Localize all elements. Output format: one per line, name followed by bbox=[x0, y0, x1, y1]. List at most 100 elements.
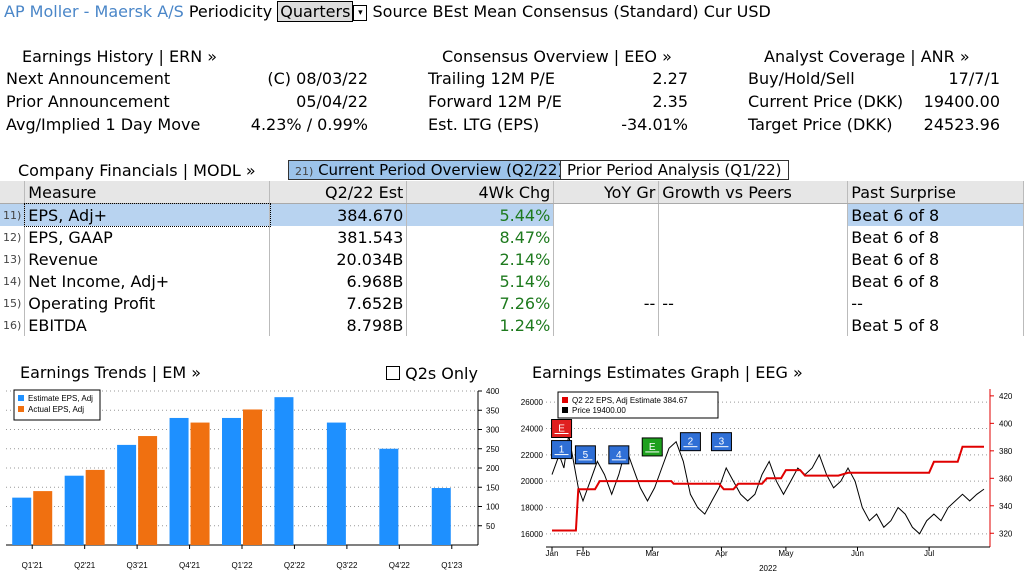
eh-value-1: 05/04/22 bbox=[296, 92, 368, 111]
y-left-tick-label: 24000 bbox=[521, 425, 544, 434]
eh-label-2: Avg/Implied 1 Day Move bbox=[6, 115, 201, 134]
price-line bbox=[551, 435, 985, 535]
bar-estimate bbox=[222, 417, 241, 545]
row-surprise: Beat 6 of 8 bbox=[847, 248, 1024, 270]
table-row[interactable]: 12) EPS, GAAP 381.543 8.47% Beat 6 of 8 bbox=[0, 226, 1024, 248]
event-marker-label: 3 bbox=[719, 437, 725, 448]
estimates-title[interactable]: Earnings Estimates Graph | EEG » bbox=[532, 363, 803, 382]
y-tick-label: 100 bbox=[486, 503, 500, 512]
row-yoy bbox=[553, 226, 660, 248]
row-est: 8.798B bbox=[269, 314, 408, 336]
trends-title[interactable]: Earnings Trends | EM » bbox=[20, 363, 201, 382]
col-measure[interactable]: Measure bbox=[24, 181, 271, 204]
row-est: 384.670 bbox=[269, 203, 408, 226]
company-name[interactable]: AP Moller - Maersk A/S bbox=[4, 2, 184, 21]
y-tick-label: 400 bbox=[486, 387, 500, 396]
col-num bbox=[0, 181, 26, 204]
y-tick-label: 150 bbox=[486, 483, 500, 492]
row-measure[interactable]: EPS, Adj+ bbox=[23, 202, 271, 227]
dropdown-arrow-icon[interactable]: ▾ bbox=[353, 4, 368, 21]
event-marker-label: E bbox=[558, 424, 565, 435]
tab-current-period[interactable]: 21) Current Period Overview (Q2/22) bbox=[288, 160, 571, 180]
earnings-history-title[interactable]: Earnings History | ERN » bbox=[22, 47, 218, 66]
tab-prior-period[interactable]: Prior Period Analysis (Q1/22) bbox=[560, 160, 789, 180]
bar-actual bbox=[243, 409, 262, 545]
x-tick-label: Jun bbox=[851, 549, 864, 558]
y-right-tick-label: 360 bbox=[999, 474, 1013, 483]
bar-actual bbox=[33, 491, 53, 545]
row-peers bbox=[658, 203, 849, 226]
financials-title[interactable]: Company Financials | MODL » bbox=[18, 161, 256, 180]
row-peers bbox=[658, 270, 849, 292]
consensus-title[interactable]: Consensus Overview | EEO » bbox=[442, 47, 672, 66]
table-row[interactable]: 15) Operating Profit 7.652B 7.26% -- -- … bbox=[0, 292, 1024, 314]
q2s-only-checkbox[interactable]: Q2s Only bbox=[386, 364, 478, 383]
y-left-tick-label: 16000 bbox=[521, 530, 544, 539]
earnings-estimates-chart: 26000 24000 22000 20000 18000 16000 420 400 380 3… bbox=[521, 389, 1013, 573]
row-measure[interactable]: Operating Profit bbox=[24, 292, 271, 314]
x-year-label: 2022 bbox=[759, 564, 777, 573]
row-surprise: Beat 6 of 8 bbox=[847, 226, 1024, 248]
row-yoy bbox=[553, 314, 660, 336]
an-value-2: 24523.96 bbox=[923, 115, 1000, 134]
event-marker-label: E bbox=[649, 442, 656, 453]
col-peers[interactable]: Growth vs Peers bbox=[658, 181, 849, 204]
co-label-2: Est. LTG (EPS) bbox=[428, 115, 540, 134]
row-measure[interactable]: EPS, GAAP bbox=[24, 226, 271, 248]
row-surprise: Beat 6 of 8 bbox=[847, 203, 1024, 226]
legend-swatch-estimate bbox=[18, 395, 24, 401]
table-row[interactable]: 13) Revenue 20.034B 2.14% Beat 6 of 8 bbox=[0, 248, 1024, 270]
row-est: 381.543 bbox=[269, 226, 408, 248]
an-label-2: Target Price (DKK) bbox=[748, 115, 893, 134]
y-tick-label: 200 bbox=[486, 464, 500, 473]
x-tick-label: Q1'23 bbox=[441, 561, 463, 570]
legend-label-price: Price 19400.00 bbox=[572, 406, 626, 415]
row-measure[interactable]: EBITDA bbox=[24, 314, 271, 336]
table-row[interactable]: 11) EPS, Adj+ 384.670 5.44% Beat 6 of 8 bbox=[0, 202, 1024, 227]
row-surprise: Beat 5 of 8 bbox=[847, 314, 1024, 336]
x-tick-label: Q4'22 bbox=[389, 561, 411, 570]
table-row[interactable]: 16) EBITDA 8.798B 1.24% Beat 5 of 8 bbox=[0, 314, 1024, 336]
y-tick-label: 50 bbox=[486, 522, 495, 531]
row-measure[interactable]: Net Income, Adj+ bbox=[24, 270, 271, 292]
source-text: Source BEst Mean Consensus (Standard) Cu… bbox=[372, 2, 771, 21]
tab-current-label: Current Period Overview (Q2/22) bbox=[318, 161, 564, 179]
col-yoy[interactable]: YoY Gr bbox=[553, 181, 660, 204]
analyst-title[interactable]: Analyst Coverage | ANR » bbox=[764, 47, 970, 66]
row-est: 7.652B bbox=[269, 292, 408, 314]
bar-actual bbox=[85, 469, 105, 545]
col-est[interactable]: Q2/22 Est bbox=[269, 181, 408, 204]
legend-label-estimate: Q2 22 EPS, Adj Estimate 384.67 bbox=[572, 396, 688, 405]
col-chg[interactable]: 4Wk Chg bbox=[406, 181, 555, 204]
x-tick-label: Q3'22 bbox=[336, 561, 358, 570]
row-surprise: -- bbox=[847, 292, 1024, 314]
row-num: 16) bbox=[0, 314, 26, 336]
legend-label-estimate: Estimate EPS, Adj bbox=[28, 394, 93, 403]
y-right-tick-label: 400 bbox=[999, 419, 1013, 428]
y-tick-label: 250 bbox=[486, 445, 500, 454]
bar-estimate bbox=[326, 422, 346, 545]
legend-swatch-estimate bbox=[562, 397, 568, 403]
co-value-1: 2.35 bbox=[652, 92, 688, 111]
bar-estimate bbox=[117, 444, 137, 545]
co-value-2: -34.01% bbox=[621, 115, 688, 134]
row-chg: 2.14% bbox=[406, 248, 555, 270]
periodicity-select[interactable]: Quarters bbox=[277, 1, 354, 22]
event-marker bbox=[574, 445, 596, 465]
col-surprise[interactable]: Past Surprise bbox=[847, 181, 1024, 204]
co-value-0: 2.27 bbox=[652, 69, 688, 88]
y-left-tick-label: 22000 bbox=[521, 451, 544, 460]
row-peers bbox=[658, 314, 849, 336]
checkbox-box-icon[interactable] bbox=[386, 366, 400, 380]
x-tick-label: Q1'22 bbox=[231, 561, 253, 570]
row-chg: 5.44% bbox=[406, 203, 555, 226]
table-row[interactable]: 14) Net Income, Adj+ 6.968B 5.14% Beat 6… bbox=[0, 270, 1024, 292]
eh-value-0: (C) 08/03/22 bbox=[267, 69, 368, 88]
legend-swatch-actual bbox=[18, 406, 24, 412]
x-tick-label: Mar bbox=[645, 549, 659, 558]
row-chg: 8.47% bbox=[406, 226, 555, 248]
row-num: 13) bbox=[0, 248, 26, 270]
table-header-row: Measure Q2/22 Est 4Wk Chg YoY Gr Growth … bbox=[0, 181, 1024, 204]
row-measure[interactable]: Revenue bbox=[24, 248, 271, 270]
x-tick-label: Q3'21 bbox=[127, 561, 149, 570]
